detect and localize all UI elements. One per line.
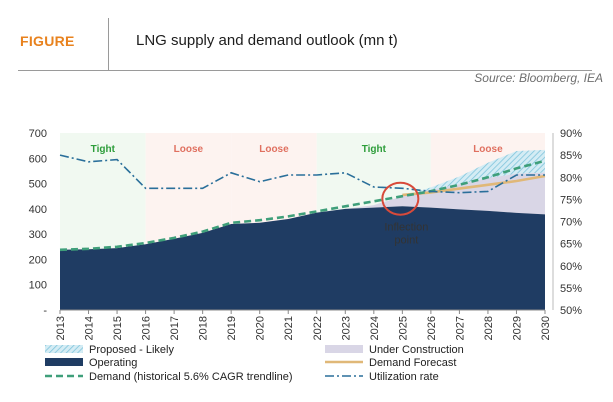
y-left-tick-label: 400 [29, 204, 47, 216]
legend-label: Demand Forecast [369, 357, 456, 369]
y-right-tick-label: 85% [560, 150, 582, 162]
figure-header: FIGURE LNG supply and demand outlook (mn… [18, 18, 592, 71]
x-tick-label: 2030 [540, 316, 552, 340]
inflection-circle [381, 181, 420, 216]
y-right-tick-label: 60% [560, 261, 582, 273]
y-right-tick-label: 70% [560, 217, 582, 229]
x-tick-label: 2017 [169, 316, 181, 340]
legend-label: Demand (historical 5.6% CAGR trendline) [89, 371, 293, 383]
x-tick-label: 2024 [369, 316, 381, 340]
y-right-tick-label: 50% [560, 305, 582, 317]
y-right-tick-label: 55% [560, 283, 582, 295]
header-divider [108, 18, 109, 70]
legend-item: Under Construction [325, 344, 464, 356]
regime-label: Tight [362, 144, 387, 155]
y-left-tick-label: 100 [29, 280, 47, 292]
figure-label: FIGURE [20, 33, 75, 49]
legend-label: Operating [89, 357, 137, 369]
legend-label: Utilization rate [369, 371, 439, 383]
x-tick-label: 2028 [483, 316, 495, 340]
y-right-tick-label: 80% [560, 172, 582, 184]
x-tick-label: 2020 [255, 316, 267, 340]
series-demand-forecast-line [402, 174, 546, 197]
x-tick-label: 2023 [340, 316, 352, 340]
y-left-tick-label: 200 [29, 254, 47, 266]
series-utilization-line [59, 154, 545, 194]
y-left-tick-label: 500 [29, 179, 47, 191]
x-tick-label: 2013 [55, 316, 67, 340]
regime-label: Loose [174, 144, 204, 155]
x-tick-label: 2022 [312, 316, 324, 340]
legend-swatch-operating [45, 358, 83, 366]
figure-title: LNG supply and demand outlook (mn t) [136, 32, 398, 49]
regime-label: Loose [259, 144, 289, 155]
y-left-tick-label: - [43, 305, 47, 317]
regime-label: Loose [473, 144, 503, 155]
legend-item: Demand Forecast [325, 357, 456, 369]
y-right-tick-label: 65% [560, 239, 582, 251]
legend-swatch-proposed [45, 345, 83, 353]
x-tick-label: 2029 [511, 316, 523, 340]
y-left-tick-label: 600 [29, 153, 47, 165]
x-tick-label: 2015 [112, 316, 124, 340]
legend-label: Proposed - Likely [89, 344, 174, 356]
x-tick-label: 2018 [198, 316, 210, 340]
series-operating-area [60, 206, 545, 310]
legend-swatch-under-construction [325, 345, 363, 353]
x-tick-label: 2027 [454, 316, 466, 340]
legend-item: Demand (historical 5.6% CAGR trendline) [45, 371, 293, 383]
y-right-tick-label: 75% [560, 194, 582, 206]
series-demand-trendline [59, 159, 546, 252]
x-tick-label: 2026 [426, 316, 438, 340]
inflection-label-line1: Inflection [384, 222, 428, 234]
y-left-tick-label: 300 [29, 229, 47, 241]
legend-item: Operating [45, 357, 137, 369]
x-tick-label: 2016 [141, 316, 153, 340]
x-tick-label: 2021 [283, 316, 295, 340]
inflection-label-line2: point [394, 235, 418, 247]
regime-label: Tight [91, 144, 116, 155]
y-left-tick-label: 700 [29, 128, 47, 140]
legend-item: Utilization rate [325, 371, 439, 383]
series-proposed-likely-area [60, 149, 545, 250]
y-right-tick-label: 90% [560, 128, 582, 140]
legend-item: Proposed - Likely [45, 344, 174, 356]
legend-label: Under Construction [369, 344, 464, 356]
source-note: Source: Bloomberg, IEA [474, 71, 603, 85]
x-tick-label: 2014 [84, 316, 96, 340]
x-tick-label: 2025 [397, 316, 409, 340]
x-tick-label: 2019 [226, 316, 238, 340]
